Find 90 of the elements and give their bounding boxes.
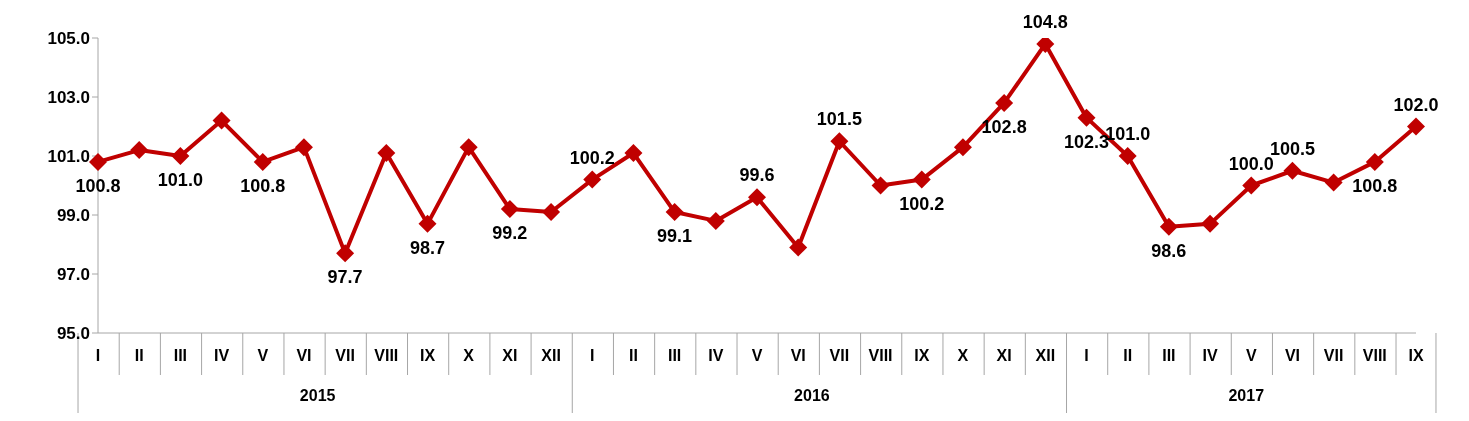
- point: [995, 93, 1014, 112]
- y-tick-label: 105.0: [47, 29, 90, 49]
- point: [665, 203, 684, 222]
- y-tick-label: 101.0: [47, 147, 90, 167]
- point: [830, 132, 849, 151]
- data-label: 100.8: [240, 175, 286, 196]
- x-tick-label: VI: [1284, 347, 1300, 364]
- point: [171, 147, 190, 165]
- x-tick-label: VII: [829, 347, 850, 364]
- y-tick-label: 95.0: [56, 324, 90, 344]
- x-tick-label: VIII: [1362, 347, 1387, 364]
- point: [748, 188, 766, 207]
- x-tick-label: III: [667, 347, 682, 364]
- text: 2016: [794, 387, 830, 404]
- point: [500, 200, 519, 219]
- x-tick-label: IX: [419, 347, 436, 364]
- x-tick-label: X: [957, 347, 969, 364]
- point: [706, 211, 725, 230]
- text: 2015: [299, 387, 336, 404]
- text: 2017: [1228, 387, 1265, 404]
- x-tick-label: II: [134, 347, 144, 364]
- point: [212, 111, 231, 130]
- point: [1159, 217, 1178, 236]
- x-tick-label: IV: [214, 347, 230, 364]
- data-label: 97.7: [327, 267, 363, 288]
- point: [1365, 152, 1384, 171]
- x-tick-label: I: [590, 347, 595, 364]
- point: [912, 170, 931, 189]
- point: [1242, 176, 1261, 195]
- x-tick-label: XII: [541, 347, 561, 364]
- x-tick-label: VI: [790, 347, 806, 364]
- x-tick-label: III: [1162, 347, 1176, 364]
- x-tick-label: XII: [1035, 347, 1056, 364]
- x-tick-label: VIII: [374, 347, 399, 364]
- data-label: 98.6: [1151, 240, 1187, 261]
- x-tick-label: IV: [1202, 347, 1218, 364]
- point: [459, 138, 478, 157]
- point: [377, 144, 396, 163]
- x-tick-label: V: [257, 347, 269, 364]
- point: [130, 141, 149, 160]
- x-tick-label: IX: [1408, 347, 1424, 364]
- point: [89, 152, 107, 171]
- data-label: 100.2: [569, 147, 615, 168]
- point: [253, 152, 272, 171]
- point: [294, 138, 313, 157]
- point: [1077, 108, 1096, 127]
- point: [1283, 161, 1302, 180]
- x-tick-label: II: [628, 347, 638, 364]
- data-label: 101.0: [157, 170, 203, 190]
- data-label: 104.8: [1022, 11, 1068, 32]
- y-tick-label: 103.0: [47, 88, 90, 108]
- data-label: 100.8: [1352, 175, 1398, 196]
- x-tick-label: XI: [502, 347, 518, 364]
- point: [1407, 117, 1425, 136]
- data-label: 100.8: [75, 175, 121, 196]
- point: [789, 238, 808, 257]
- x-tick-label: VI: [296, 347, 312, 364]
- data-label: 99.6: [739, 165, 775, 186]
- point: [583, 170, 602, 189]
- data-label: 102.8: [981, 116, 1027, 137]
- x-tick-label: II: [1123, 347, 1133, 364]
- data-label: 99.2: [492, 223, 528, 244]
- y-tick-label: 97.0: [56, 265, 90, 285]
- data-label: 101.5: [816, 109, 862, 130]
- x-tick-label: V: [751, 347, 763, 364]
- x-tick-label: IV: [708, 347, 724, 364]
- x-tick-label: III: [173, 347, 188, 364]
- data-label: 98.7: [409, 237, 446, 258]
- x-tick-label: VII: [1323, 347, 1344, 364]
- point: [418, 214, 437, 233]
- point: [1324, 173, 1343, 192]
- y-tick-label: 99.0: [56, 206, 90, 226]
- x-tick-label: VIII: [868, 347, 893, 364]
- x-tick-label: IX: [914, 347, 930, 364]
- data-label: 99.1: [657, 226, 693, 247]
- point: [1118, 147, 1137, 165]
- point: [542, 203, 561, 222]
- x-tick-label: I: [1084, 347, 1089, 364]
- point: [336, 244, 355, 263]
- point: [953, 138, 972, 157]
- x-tick-label: I: [95, 347, 101, 364]
- x-tick-label: X: [463, 347, 475, 364]
- point: [624, 144, 643, 163]
- data-label: 102.0: [1393, 94, 1439, 115]
- point: [871, 176, 890, 195]
- x-tick-label: V: [1245, 347, 1257, 364]
- data-label: 100.2: [899, 193, 945, 214]
- x-tick-label: XI: [996, 347, 1012, 364]
- point: [1201, 214, 1220, 233]
- x-tick-label: VII: [335, 347, 355, 364]
